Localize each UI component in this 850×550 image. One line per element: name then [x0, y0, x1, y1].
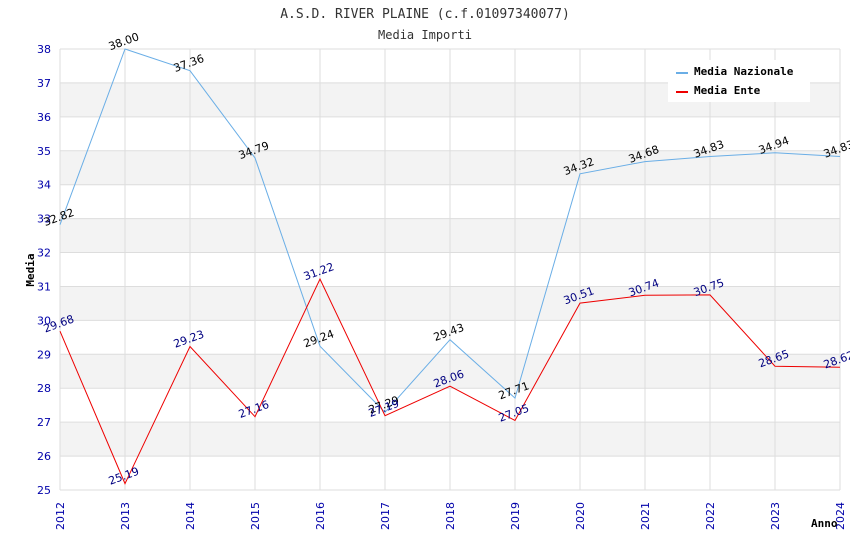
y-tick-label: 32 — [37, 247, 51, 260]
x-tick-label: 2020 — [574, 502, 587, 530]
y-tick-label: 34 — [37, 179, 51, 192]
legend-box — [668, 60, 810, 102]
y-tick-label: 27 — [37, 416, 51, 429]
y-tick-label: 25 — [37, 484, 51, 497]
series-lines — [59, 48, 841, 485]
y-tick-label: 37 — [37, 77, 51, 90]
y-axis-label: Media — [24, 253, 37, 286]
x-tick-label: 2016 — [314, 502, 327, 530]
series-line-ente — [59, 277, 841, 485]
x-tick-label: 2018 — [444, 502, 457, 530]
y-tick-label: 29 — [37, 348, 51, 361]
legend-label-ente: Media Ente — [694, 84, 761, 97]
x-tick-label: 2022 — [704, 502, 717, 530]
series-line-nazionale — [59, 48, 841, 414]
x-tick-label: 2012 — [54, 502, 67, 530]
x-tick-label: 2019 — [509, 502, 522, 530]
x-axis-ticks: 2012 2013 2014 2015 2016 2017 2018 2019 2020 2021… — [54, 502, 847, 530]
x-tick-label: 2017 — [379, 502, 392, 530]
y-tick-label: 28 — [37, 382, 51, 395]
legend-label-nazionale: Media Nazionale — [694, 65, 794, 78]
y-tick-label: 36 — [37, 111, 51, 124]
y-tick-label: 38 — [37, 43, 51, 56]
x-tick-label: 2023 — [769, 502, 782, 530]
x-tick-label: 2024 — [834, 502, 847, 530]
chart-title: A.S.D. RIVER PLAINE (c.f.01097340077) — [280, 7, 570, 22]
x-axis-label: Anno — [811, 517, 838, 530]
y-tick-label: 35 — [37, 145, 51, 158]
x-tick-label: 2013 — [119, 502, 132, 530]
legend: Media Nazionale Media Ente — [668, 60, 810, 102]
y-tick-label: 33 — [37, 213, 51, 226]
gridlines — [59, 48, 841, 491]
x-tick-label: 2021 — [639, 502, 652, 530]
chart-subtitle: Media Importi — [378, 28, 472, 42]
y-tick-label: 26 — [37, 450, 51, 463]
y-tick-label: 30 — [37, 314, 51, 327]
y-tick-label: 31 — [37, 280, 51, 293]
y-axis-ticks: 25 26 27 28 29 30 31 32 33 34 35 36 37 38 — [37, 43, 51, 497]
x-tick-label: 2015 — [249, 502, 262, 530]
x-tick-label: 2014 — [184, 502, 197, 530]
